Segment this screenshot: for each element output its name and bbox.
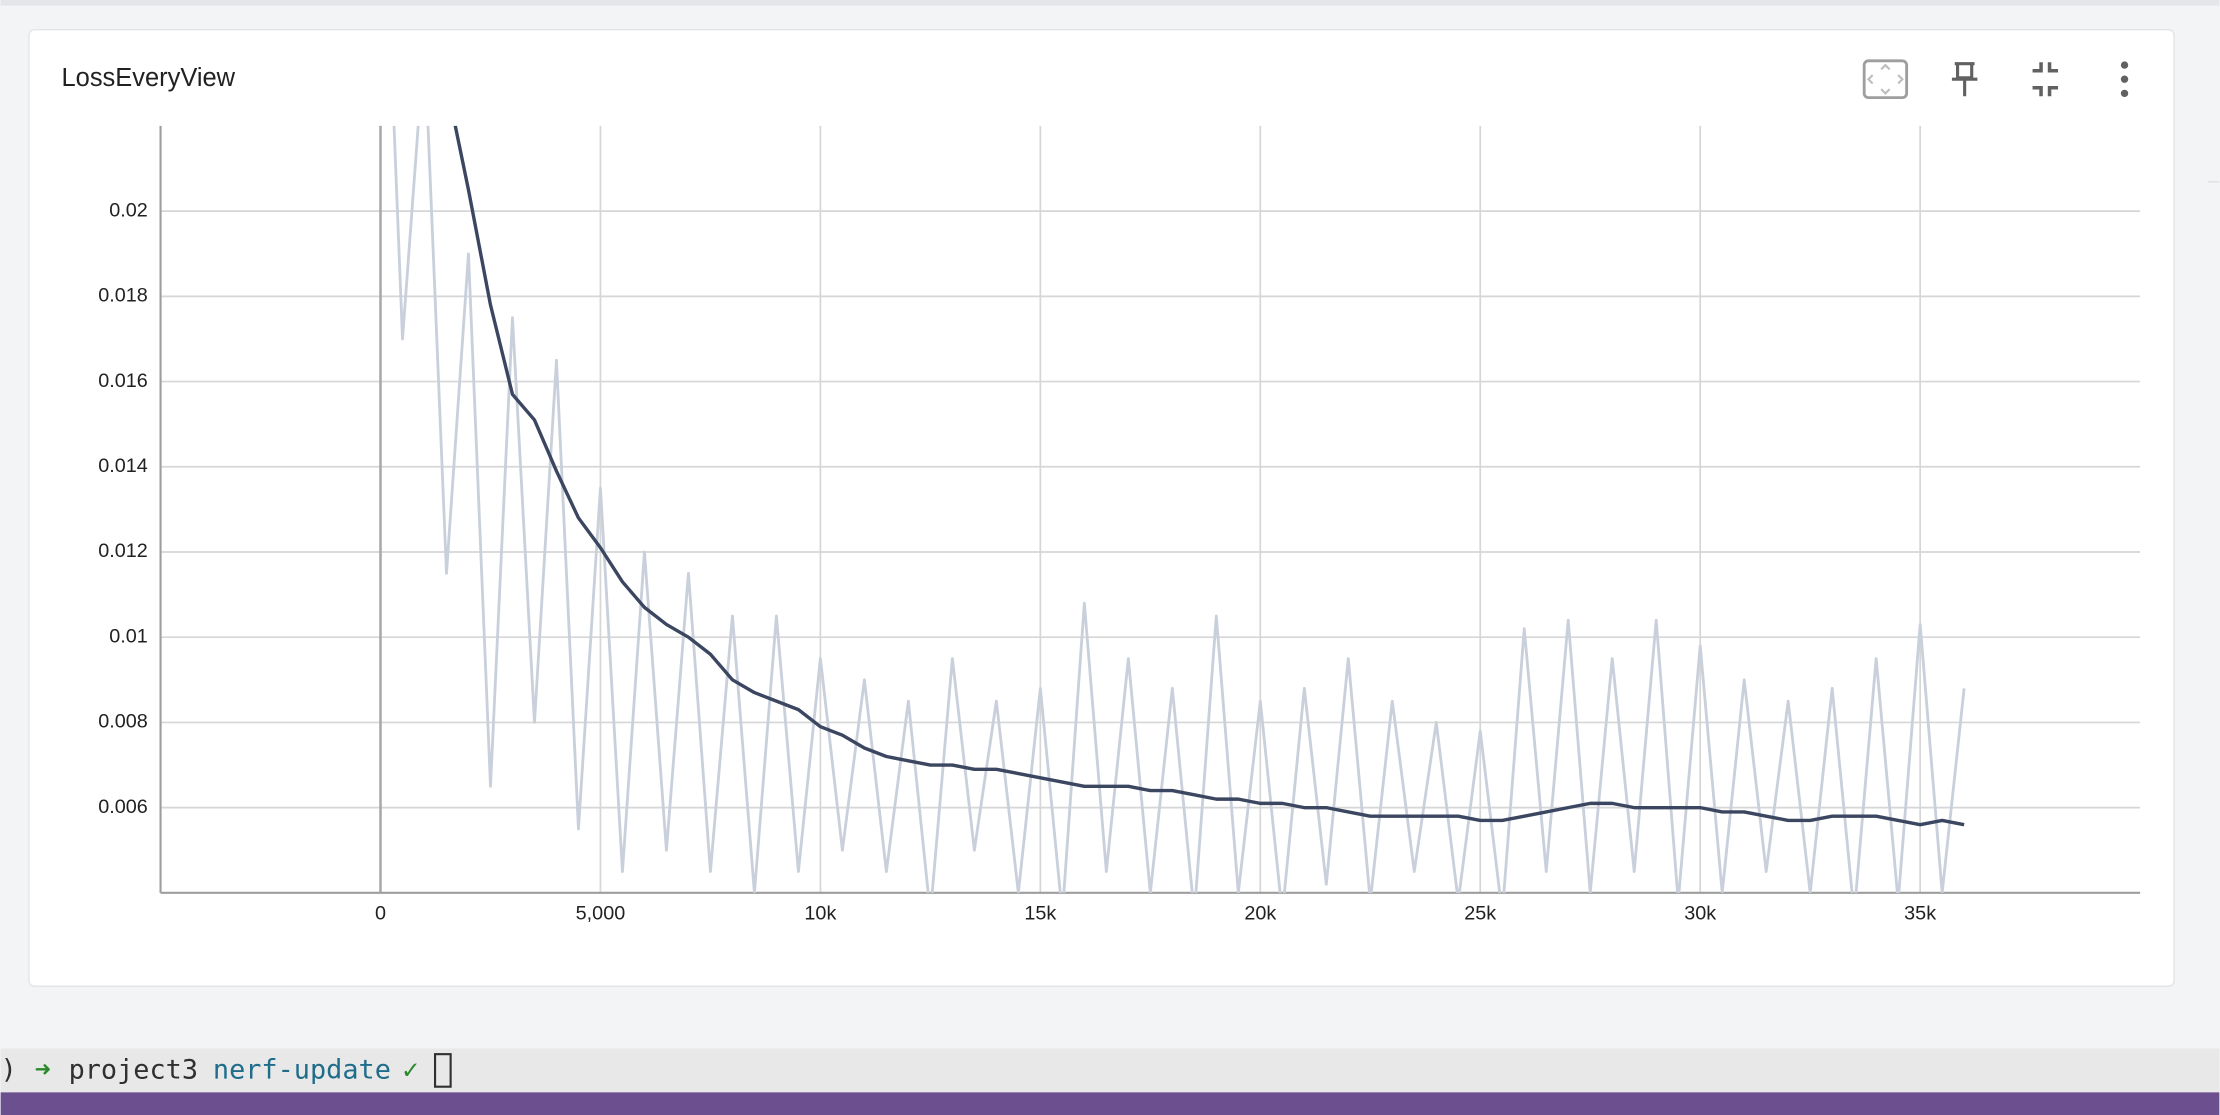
- x-tick-label: 35k: [1904, 902, 1936, 924]
- x-tick-label: 20k: [1244, 902, 1276, 924]
- x-tick-label: 0: [375, 902, 386, 924]
- terminal-bar: [0, 1048, 2220, 1093]
- raw-line: [392, 125, 1966, 893]
- y-tick-label: 0.02: [109, 199, 148, 221]
- scroll-edge: [2208, 181, 2220, 183]
- card-title: LossEveryView: [62, 64, 236, 92]
- prompt-branch: nerf-update: [213, 1055, 391, 1086]
- y-tick-label: 0.012: [98, 540, 148, 562]
- y-tick-label: 0.01: [109, 625, 148, 647]
- more-button[interactable]: [2120, 61, 2129, 98]
- plot: 0.006 0.008 0.01 0.012 0.014 0.016 0.018 0.02 0 5…: [98, 125, 2141, 924]
- y-tick-label: 0.016: [98, 370, 148, 392]
- x-tick-label: 15k: [1024, 902, 1056, 924]
- cursor: [433, 1053, 452, 1088]
- fit-button[interactable]: [1862, 59, 1909, 100]
- prompt-directory: project3: [69, 1055, 198, 1086]
- y-tick-label: 0.014: [98, 455, 148, 477]
- terminal-fragment: ): [1, 1055, 17, 1086]
- card: [28, 29, 2175, 987]
- y-tick-label: 0.018: [98, 285, 148, 307]
- prompt-status: ✓: [403, 1055, 419, 1086]
- x-tick-label: 5,000: [576, 902, 626, 924]
- x-tick-label: 30k: [1684, 902, 1716, 924]
- x-tick-label: 10k: [804, 902, 836, 924]
- y-tick-label: 0.008: [98, 711, 148, 733]
- collapse-button[interactable]: [2032, 62, 2059, 97]
- status-bar: [0, 1092, 2220, 1115]
- y-tick-label: 0.006: [98, 796, 148, 818]
- pin-button[interactable]: [1951, 62, 1978, 97]
- top-edge: [0, 0, 2220, 6]
- smoothed-line: [453, 125, 1965, 827]
- x-tick-label: 25k: [1464, 902, 1496, 924]
- prompt-arrow: ➜: [35, 1055, 51, 1086]
- series-group: [392, 125, 1966, 893]
